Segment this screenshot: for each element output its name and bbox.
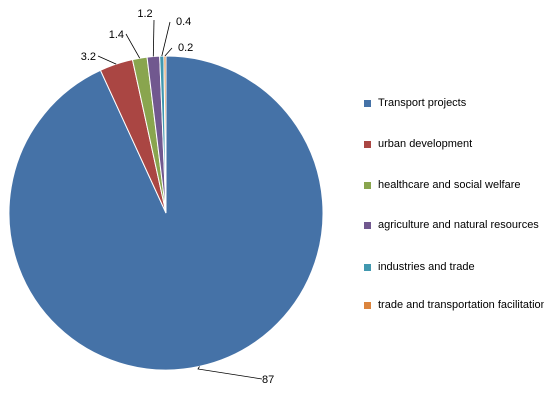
- legend-swatch: [364, 100, 371, 107]
- leader-lines: [97, 19, 263, 380]
- legend-item: trade and transportation facilitation: [364, 298, 544, 313]
- data-label: 1.2: [137, 8, 152, 20]
- legend-swatch: [364, 182, 371, 189]
- leader-line: [97, 55, 117, 65]
- leader-line: [197, 366, 263, 380]
- legend-swatch: [364, 264, 371, 271]
- leader-line: [164, 47, 173, 57]
- data-label: 87: [262, 374, 274, 386]
- leader-line: [152, 19, 155, 57]
- legend-swatch: [364, 302, 371, 309]
- legend-label: urban development: [378, 138, 473, 150]
- legend-item: agriculture and natural resources: [364, 218, 544, 233]
- data-label: 3.2: [81, 51, 96, 63]
- leader-line: [161, 21, 171, 57]
- data-label: 1.4: [109, 29, 124, 41]
- leader-line: [125, 33, 141, 59]
- legend-label: agriculture and natural resources: [378, 219, 539, 231]
- data-label: 0.4: [176, 16, 191, 28]
- legend-label: healthcare and social welfare: [378, 179, 521, 191]
- legend-item: Transport projects: [364, 96, 544, 111]
- legend-label: industries and trade: [378, 261, 475, 273]
- legend-swatch: [364, 141, 371, 148]
- pie-slices: [8, 55, 324, 371]
- data-labels: 87 3.2 1.4 1.2 0.4 0.2: [81, 8, 275, 386]
- legend-item: urban development: [364, 137, 544, 152]
- legend-label: Transport projects: [378, 97, 467, 109]
- legend-label: trade and transportation facilitation: [378, 299, 544, 311]
- legend-item: industries and trade: [364, 260, 544, 275]
- legend-item: healthcare and social welfare: [364, 178, 544, 193]
- legend-swatch: [364, 222, 371, 229]
- data-label: 0.2: [178, 42, 193, 54]
